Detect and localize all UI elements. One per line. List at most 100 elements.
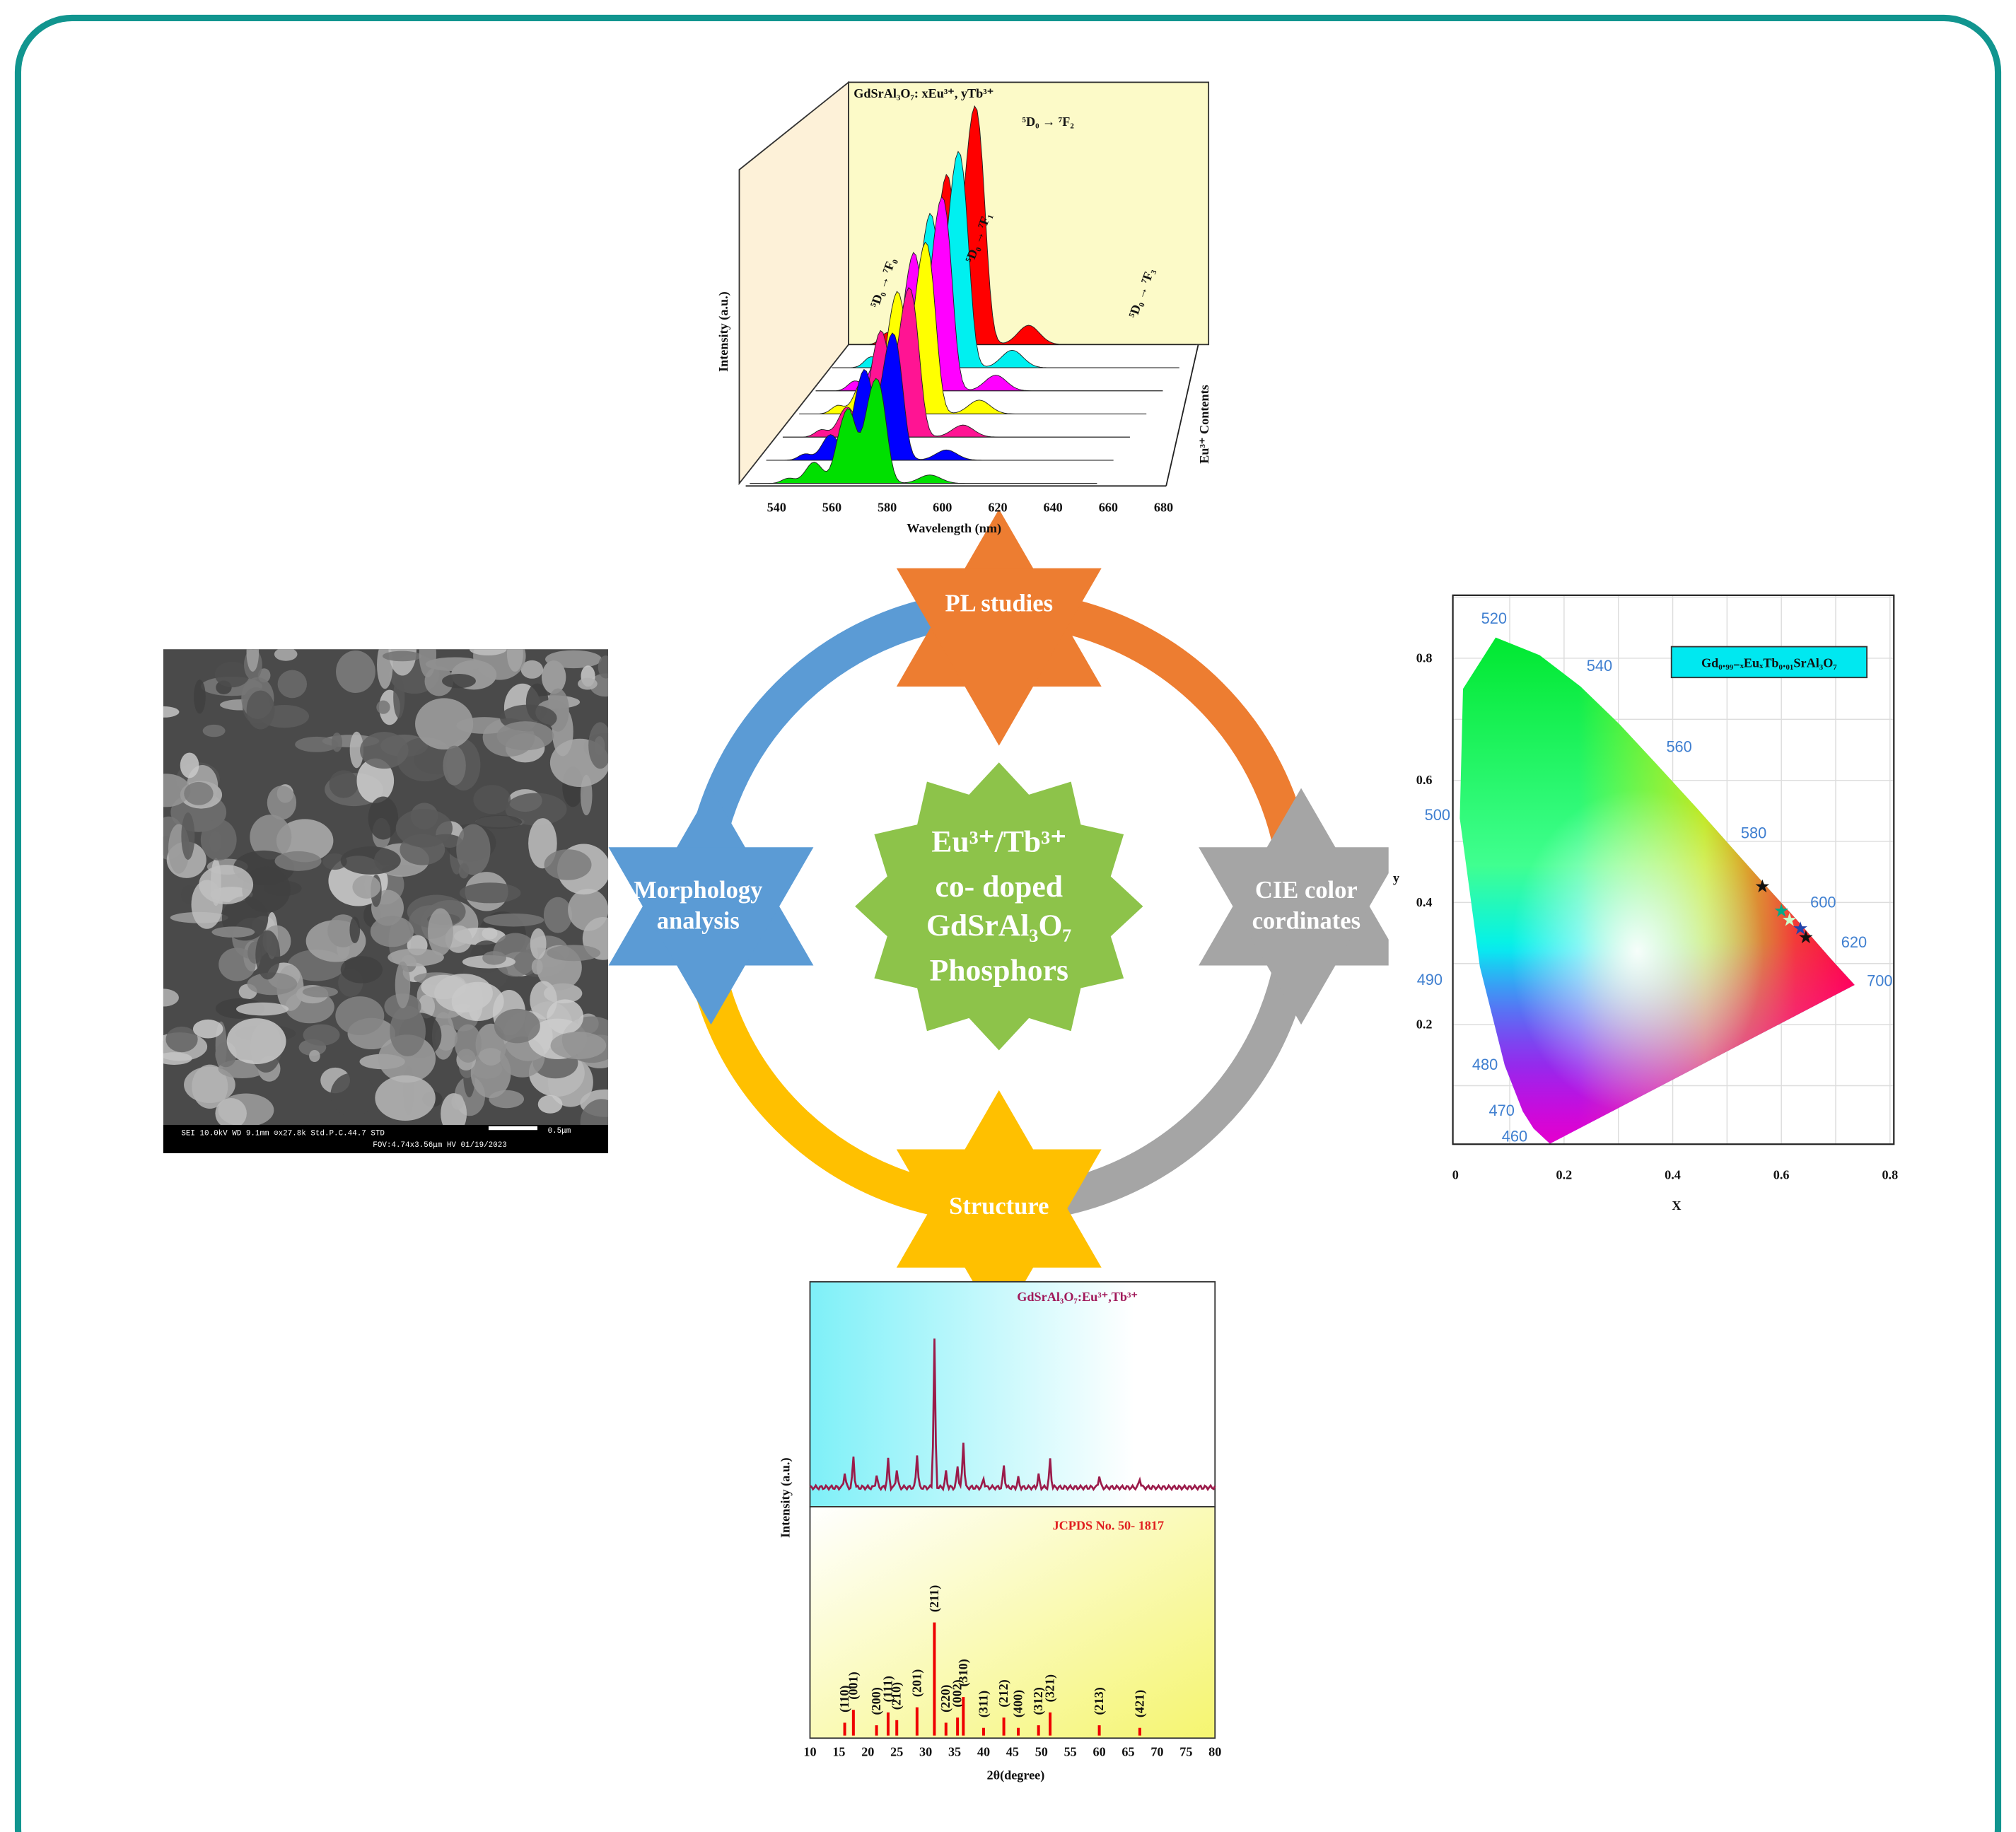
- xrd-hkl: (421): [1132, 1690, 1147, 1717]
- xrd-hkl: (400): [1011, 1690, 1026, 1717]
- xrd-x-tick-label: 50: [1035, 1745, 1048, 1759]
- cie-x-tick-label: 0: [1452, 1167, 1459, 1182]
- xrd-x-tick-label: 35: [948, 1745, 961, 1759]
- sem-grain: [303, 1025, 340, 1046]
- xrd-x-tick-label: 55: [1064, 1745, 1077, 1759]
- xrd-x-tick-label: 45: [1006, 1745, 1019, 1759]
- node-label: analysis: [657, 907, 740, 934]
- xrd-x-tick-label: 30: [919, 1745, 932, 1759]
- sem-grain: [473, 785, 511, 814]
- sem-grain: [303, 986, 338, 997]
- xrd-x-tick-label: 70: [1150, 1745, 1163, 1759]
- cie-panel: ★★★★★ Gd₀.₉₉₋ₓEuₓTb₀.₀₁SrAl₃O₇ X y 00.20…: [1389, 585, 1916, 1221]
- pl-title: GdSrAl₃O₇: xEu³⁺, yTb³⁺: [853, 86, 994, 100]
- sem-grain: [395, 962, 410, 1008]
- xrd-x-tick-label: 20: [861, 1745, 874, 1759]
- sem-footer-text: FOV:4.74x3.56μm HV 01/19/2023: [373, 1141, 507, 1150]
- sem-grain: [545, 650, 602, 668]
- sem-grain: [215, 1098, 247, 1128]
- sem-grain: [547, 945, 600, 961]
- cie-wavelength: 620: [1841, 933, 1867, 951]
- cie-wavelength: 490: [1417, 971, 1443, 988]
- sem-grain: [349, 917, 360, 944]
- xrd-x-tick-label: 10: [803, 1745, 816, 1759]
- pl-x-tick-label: 580: [878, 501, 897, 515]
- pl-x-tick-label: 620: [988, 501, 1007, 515]
- cie-wavelength: 540: [1587, 657, 1612, 675]
- xrd-x-tick-label: 75: [1179, 1745, 1192, 1759]
- node-label: cordinates: [1252, 907, 1360, 934]
- xrd-hkl: (213): [1092, 1687, 1107, 1715]
- cie-point: ★: [1797, 927, 1814, 947]
- sem-scale-label: 0.5μm: [548, 1127, 571, 1136]
- sem-grain: [428, 909, 453, 956]
- pl-x-label: Wavelength (nm): [907, 521, 1001, 536]
- pl-z-label: Eu³⁺ Contents: [1197, 385, 1211, 463]
- sem-grain: [199, 865, 253, 904]
- page: Eu³⁺/Tb³⁺ co- doped GdSrAl₃O₇ Phosphors …: [0, 0, 2016, 1832]
- pl-x-tick-label: 680: [1154, 501, 1173, 515]
- sem-grain: [544, 897, 572, 933]
- node-label: CIE color: [1255, 877, 1358, 904]
- xrd-hkl: (201): [909, 1669, 924, 1697]
- xrd-reference: JCPDS No. 50- 1817: [1053, 1519, 1165, 1533]
- cie-x-tick-label: 0.8: [1882, 1167, 1898, 1182]
- sem-grain: [184, 782, 213, 805]
- cie-wavelength: 460: [1502, 1128, 1527, 1145]
- graphical-abstract: Eu³⁺/Tb³⁺ co- doped GdSrAl₃O₇ Phosphors …: [0, 0, 2016, 1832]
- xrd-x-tick-label: 65: [1121, 1745, 1134, 1759]
- sem-scale-bar: [489, 1126, 537, 1130]
- center-line: Phosphors: [930, 953, 1068, 987]
- pl-transition: ⁵D₀ → ⁷F₂: [1022, 115, 1074, 129]
- sem-grain: [341, 956, 383, 983]
- xrd-y-label: Intensity (a.u.): [778, 1457, 793, 1538]
- xrd-hkl: (310): [956, 1659, 971, 1686]
- sem-grain: [443, 746, 465, 786]
- cie-wavelength: 580: [1741, 824, 1766, 841]
- sem-grain: [236, 1003, 289, 1016]
- sem-grain: [482, 951, 506, 964]
- sem-grain: [396, 809, 453, 847]
- xrd-x-label: 2θ(degree): [987, 1768, 1045, 1783]
- sem-grain: [578, 678, 598, 690]
- sem-grain: [267, 786, 296, 819]
- sem-panel: SEI 10.0kV WD 9.1mm ⊙x27.8k Std.P.C.44.7…: [136, 626, 630, 1153]
- xrd-hkl: (210): [890, 1682, 904, 1710]
- sem-grain: [295, 737, 338, 752]
- sem-grain: [530, 928, 547, 959]
- xrd-hkl: (211): [927, 1585, 942, 1612]
- sem-grain: [452, 982, 504, 1021]
- center-line: co- doped: [935, 870, 1063, 904]
- cie-x-label: X: [1672, 1198, 1681, 1213]
- sem-grain: [442, 674, 476, 688]
- sem-grain: [227, 1018, 286, 1064]
- pl-x-tick-label: 600: [933, 501, 952, 515]
- sem-grain: [274, 648, 298, 661]
- sem-grain: [455, 1025, 482, 1063]
- sem-grain: [352, 875, 380, 899]
- sem-grain: [476, 815, 522, 829]
- sem-grain: [203, 725, 226, 737]
- sem-grain: [360, 732, 409, 769]
- pl-x-tick-label: 540: [767, 501, 786, 515]
- cie-point: ★: [1754, 876, 1771, 897]
- cie-y-tick-label: 0.8: [1416, 650, 1433, 665]
- sem-grain: [375, 1075, 435, 1121]
- sem-grain: [544, 849, 592, 880]
- xrd-x-tick-label: 80: [1208, 1745, 1221, 1759]
- cie-wavelength: 600: [1810, 894, 1836, 911]
- sem-grain: [165, 1027, 197, 1052]
- sem-grain: [538, 1095, 563, 1114]
- sem-grain: [247, 691, 275, 730]
- cie-y-tick-label: 0.4: [1416, 895, 1433, 909]
- sem-grain: [341, 846, 401, 875]
- sem-grain: [193, 1020, 223, 1039]
- sem-grain: [336, 650, 375, 693]
- node-label: Morphology: [634, 877, 762, 904]
- center-line: GdSrAl₃O₇: [926, 909, 1072, 943]
- node-label: PL studies: [945, 590, 1053, 617]
- sem-grain: [497, 721, 554, 750]
- sem-grain: [330, 770, 359, 798]
- cie-y-label: y: [1393, 870, 1399, 885]
- cie-x-tick-label: 0.6: [1773, 1167, 1790, 1182]
